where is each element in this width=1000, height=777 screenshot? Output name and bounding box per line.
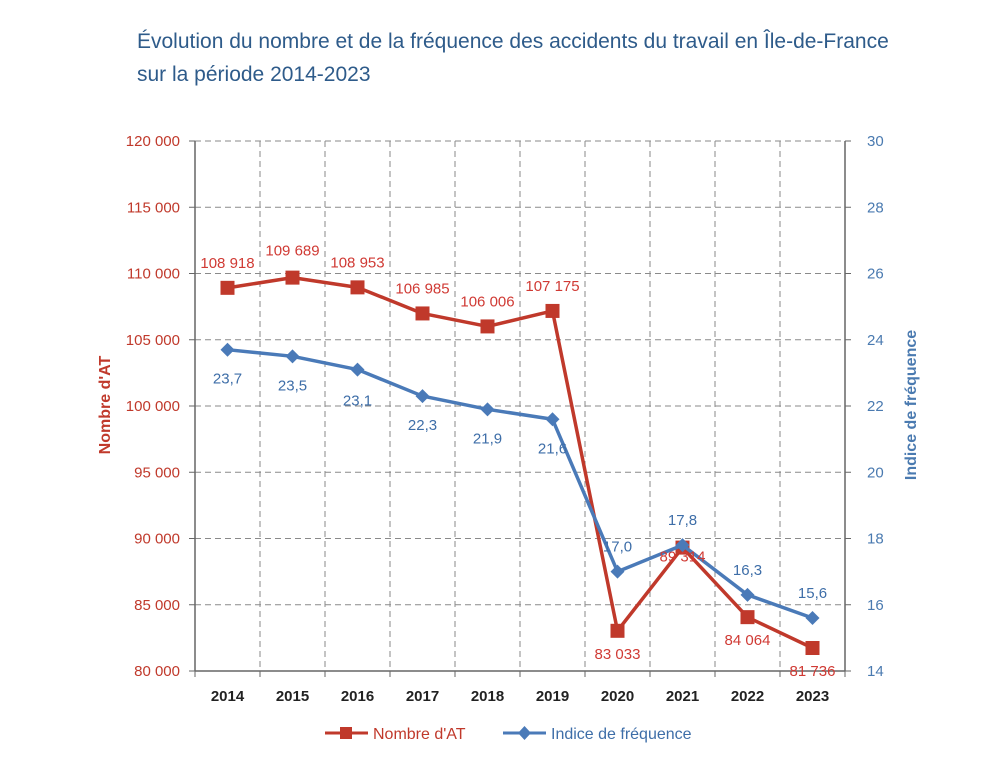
x-tick-label: 2022 — [731, 688, 764, 705]
x-tick-label: 2023 — [796, 688, 829, 705]
y-right-tick-label: 14 — [867, 663, 884, 680]
data-label-nombre-at: 106 985 — [395, 280, 449, 297]
y-right-tick-label: 24 — [867, 332, 884, 349]
x-tick-label: 2015 — [276, 688, 309, 705]
y-right-axis-title: Indice de fréquence — [903, 330, 920, 480]
data-label-nombre-at: 81 736 — [790, 663, 836, 680]
y-left-tick-label: 85 000 — [134, 597, 180, 614]
series — [220, 270, 820, 655]
point-nombre-at — [610, 623, 625, 638]
point-indice-frequence — [285, 349, 300, 364]
tick-labels: 80 000 85 000 90 000 95 000 100 000 105 000 11… — [126, 133, 884, 705]
point-indice-frequence — [415, 389, 430, 404]
data-label-nombre-at: 106 006 — [460, 293, 514, 310]
data-label-indice-frequence: 21,6 — [538, 440, 567, 457]
point-nombre-at — [480, 319, 495, 334]
y-left-tick-label: 90 000 — [134, 531, 180, 548]
data-label-indice-frequence: 21,9 — [473, 430, 502, 447]
point-indice-frequence — [350, 362, 365, 377]
data-label-nombre-at: 107 175 — [525, 278, 579, 295]
point-indice-frequence — [740, 587, 755, 602]
x-tick-label: 2019 — [536, 688, 569, 705]
y-right-tick-label: 16 — [867, 597, 884, 614]
legend-freq-marker — [518, 726, 531, 740]
data-label-nombre-at: 109 689 — [265, 243, 319, 260]
y-left-tick-label: 115 000 — [127, 199, 180, 216]
y-left-tick-label: 105 000 — [126, 332, 180, 349]
legend-at-marker — [340, 727, 352, 739]
y-left-tick-label: 110 000 — [127, 266, 180, 283]
axes — [189, 140, 851, 677]
y-right-tick-label: 20 — [867, 464, 884, 481]
series-line-nombre-at — [227, 275, 814, 650]
data-label-indice-frequence: 15,6 — [798, 585, 827, 602]
y-right-tick-label: 28 — [867, 199, 884, 216]
y-left-axis-title: Nombre d'AT — [97, 355, 114, 454]
data-label-nombre-at: 89 314 — [660, 549, 706, 566]
data-label-nombre-at: 83 033 — [595, 646, 641, 663]
y-left-tick-label: 80 000 — [134, 663, 180, 680]
chart-title-line-2: sur la période 2014-2023 — [137, 63, 371, 86]
x-tick-label: 2017 — [406, 688, 439, 705]
data-labels: 108 918 109 689 108 953 106 985 106 006 107 1… — [200, 243, 835, 680]
y-right-tick-label: 18 — [867, 531, 884, 548]
data-label-indice-frequence: 23,1 — [343, 393, 372, 410]
data-label-nombre-at: 108 953 — [330, 254, 384, 271]
legend-freq-label: Indice de fréquence — [551, 726, 692, 743]
data-label-indice-frequence: 16,3 — [733, 562, 762, 579]
point-indice-frequence — [610, 564, 625, 579]
x-tick-label: 2014 — [211, 688, 245, 705]
x-tick-label: 2016 — [341, 688, 374, 705]
data-label-nombre-at: 84 064 — [725, 632, 771, 649]
point-indice-frequence — [220, 342, 235, 357]
y-right-tick-label: 22 — [867, 398, 884, 415]
series-line-indice-frequence — [227, 347, 814, 620]
grid — [195, 140, 846, 671]
data-label-indice-frequence: 22,3 — [408, 417, 437, 434]
point-indice-frequence — [545, 412, 560, 427]
x-tick-label: 2018 — [471, 688, 504, 705]
y-left-tick-label: 120 000 — [126, 133, 180, 150]
point-nombre-at — [415, 306, 430, 321]
data-label-nombre-at: 108 918 — [200, 255, 254, 272]
x-tick-label: 2020 — [601, 688, 634, 705]
data-label-indice-frequence: 23,7 — [213, 371, 242, 388]
point-nombre-at — [545, 303, 560, 318]
legend-at-label: Nombre d'AT — [373, 726, 466, 743]
point-nombre-at — [285, 270, 300, 285]
y-left-tick-label: 95 000 — [134, 464, 180, 481]
point-nombre-at — [740, 610, 755, 625]
point-indice-frequence — [480, 402, 495, 417]
point-indice-frequence — [805, 611, 820, 625]
point-indice-frequence — [675, 538, 690, 553]
y-right-tick-label: 30 — [867, 133, 884, 150]
y-left-tick-label: 100 000 — [126, 398, 180, 415]
x-tick-label: 2021 — [666, 688, 699, 705]
point-nombre-at — [805, 640, 820, 655]
y-right-tick-label: 26 — [867, 266, 884, 283]
data-label-indice-frequence: 17,8 — [668, 512, 697, 529]
chart-title-line-1: Évolution du nombre et de la fréquence d… — [137, 30, 889, 53]
data-label-indice-frequence: 23,5 — [278, 377, 307, 394]
point-nombre-at — [220, 280, 235, 295]
data-label-indice-frequence: 17,0 — [603, 539, 632, 556]
point-nombre-at — [350, 280, 365, 295]
legend: Nombre d'AT Indice de fréquence — [325, 726, 692, 743]
